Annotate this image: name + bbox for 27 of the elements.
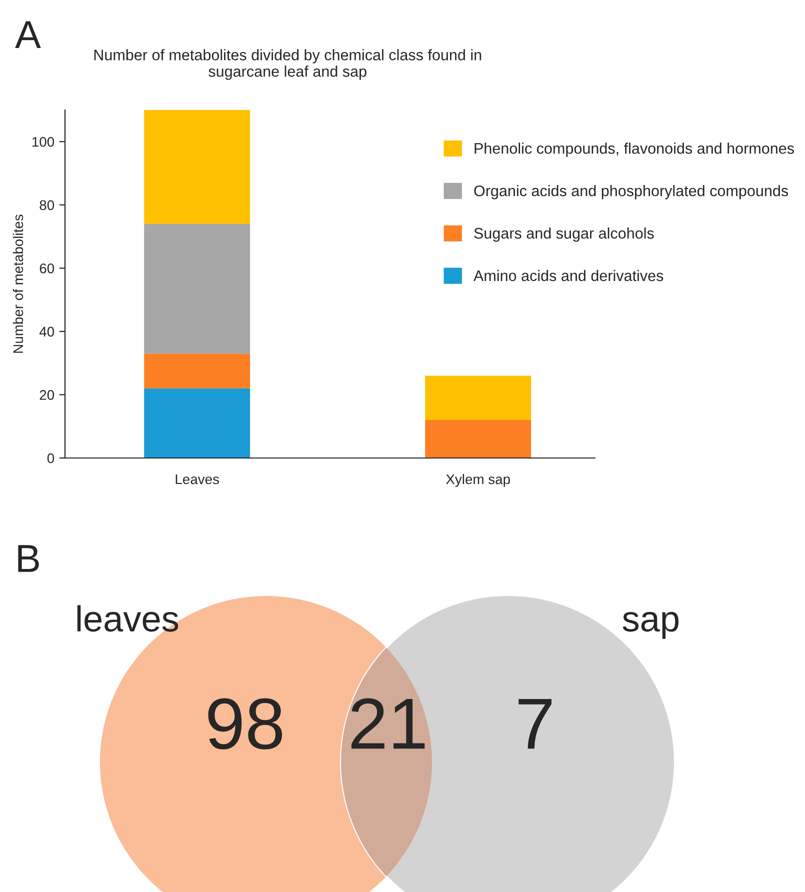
y-tick-label: 40 [39, 326, 54, 337]
bar [144, 354, 250, 388]
chart-title: Number of metabolites divided by chemical class found in sugarcane leaf and sap [94, 49, 482, 80]
bar [425, 420, 532, 458]
legend-label: Phenolic compounds, flavonoids and hormones [474, 142, 794, 157]
bar [144, 388, 250, 458]
y-tick-label: 0 [47, 453, 54, 464]
legend-label: Amino acids and derivatives [474, 270, 664, 282]
y-tick-label: 60 [40, 264, 54, 274]
bar [144, 224, 250, 354]
y-tick-label: 20 [40, 390, 54, 400]
x-tick-label: Leaves [176, 474, 219, 484]
y-tick-label: 80 [40, 200, 54, 210]
text: B [18, 545, 39, 572]
bar [144, 110, 250, 224]
data-label: 21 [351, 698, 425, 749]
text: leaves [77, 605, 178, 632]
bar [425, 376, 532, 420]
y-axis-title: Number of metabolites [12, 214, 24, 353]
x-tick-label: Xylem sap [446, 474, 510, 487]
data-label: 7 [518, 698, 552, 749]
data-label: 98 [208, 698, 282, 750]
text: A [15, 21, 41, 48]
text: sap [622, 612, 678, 639]
y-tick-label: 100 [32, 136, 54, 147]
legend-label: Organic acids and phosphorylated compounds [474, 185, 788, 200]
legend-label: Sugars and sugar alcohols [474, 227, 654, 242]
